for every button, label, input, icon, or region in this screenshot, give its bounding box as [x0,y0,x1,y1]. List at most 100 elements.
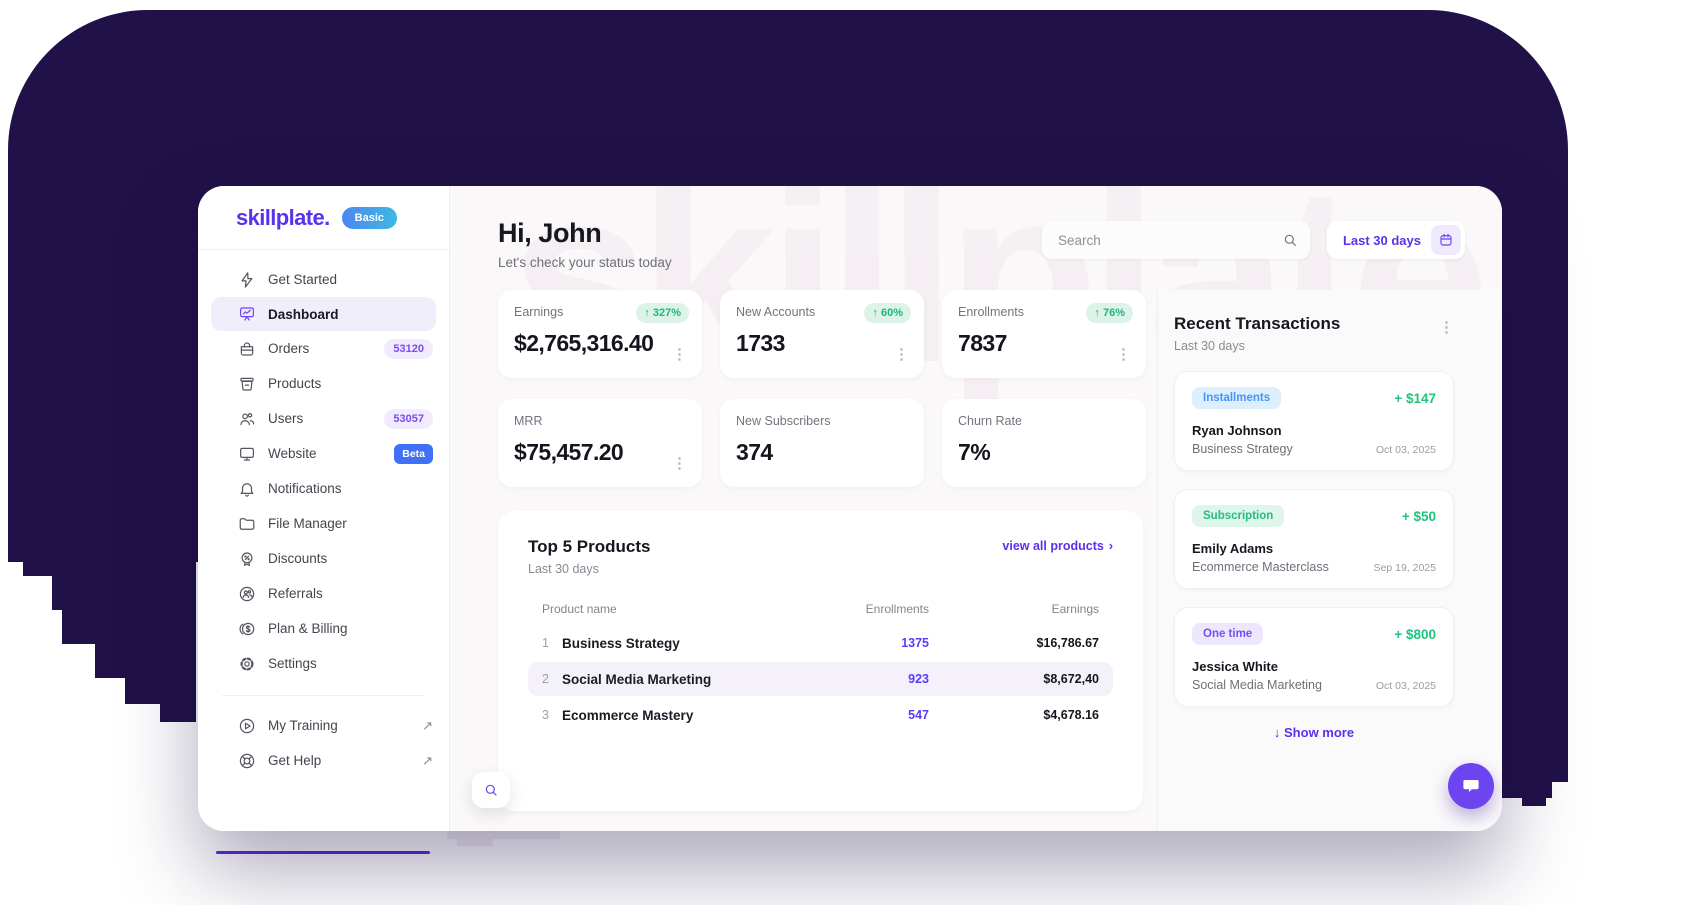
sidebar-item-get-started[interactable]: Get Started [198,262,449,297]
show-more-link[interactable]: ↓ Show more [1174,725,1454,740]
stat-card-new-subscribers: New Subscribers 374 [720,399,924,487]
sidebar-item-orders[interactable]: Orders 53120 [198,331,449,366]
product-earnings: $16,786.67 [1036,636,1099,650]
delta-badge: ↑ 76% [1086,303,1133,323]
product-enrollments: 547 [908,708,929,722]
bell-icon [240,482,254,497]
transaction-card[interactable]: Subscription + $50 Emily Adams Ecommerce… [1174,489,1454,589]
kebab-menu-icon[interactable]: ⋮ [1439,319,1454,336]
chat-bubble-icon [1463,780,1479,793]
sidebar-item-label: Get Started [268,272,338,287]
referrals-icon [239,586,255,601]
kebab-menu-icon[interactable]: ⋮ [672,346,687,363]
kebab-menu-icon[interactable]: ⋮ [672,455,687,472]
product-earnings: $8,672,40 [1043,672,1099,686]
transaction-card[interactable]: One time + $800 Jessica White Social Med… [1174,607,1454,707]
stat-label: Earnings [514,305,564,319]
top-products-header: Top 5 Products Last 30 days view all pro… [528,537,1113,576]
search-icon [485,784,497,796]
column-earnings: Earnings [1051,602,1099,616]
table-row[interactable]: 1 Business Strategy 1375 $16,786.67 [528,626,1113,660]
decorative-underline [216,851,430,854]
sidebar: skillplate. Basic Get Started Dashboard … [198,186,450,831]
dashboard-icon [240,307,254,321]
sidebar-footer-nav: My Training ↗ Get Help ↗ [198,708,449,778]
date-range-label: Last 30 days [1342,232,1421,248]
kebab-menu-icon[interactable]: ⋮ [1116,346,1131,363]
folder-icon [239,517,255,530]
transaction-amount: + $147 [1394,390,1436,406]
sidebar-item-settings[interactable]: Settings [198,646,449,681]
table-header: Product name Enrollments Earnings [528,602,1113,626]
transactions-subtitle: Last 30 days [1174,339,1245,353]
kebab-menu-icon[interactable]: ⋮ [894,346,909,363]
product-name: Business Strategy [562,635,680,651]
app-window: skillplate. Basic Get Started Dashboard … [198,186,1502,831]
sidebar-item-label: Referrals [268,586,323,601]
life-buoy-icon [239,753,255,768]
dashboard-body: Earnings ↑ 327% $2,765,316.40 ⋮ New Acco… [450,290,1502,831]
content-area: skillplate Hi, John Let's check your sta… [450,186,1502,831]
product-name: Social Media Marketing [562,671,712,687]
sidebar-item-products[interactable]: Products [198,366,449,401]
sidebar-item-dashboard[interactable]: Dashboard [211,297,436,331]
view-all-label: view all products [1002,539,1104,553]
transaction-card[interactable]: Installments + $147 Ryan Johnson Busines… [1174,371,1454,471]
chat-widget-button[interactable] [1448,763,1494,809]
sidebar-item-website[interactable]: Website Beta [198,436,449,471]
stat-label: New Subscribers [736,414,831,428]
monitor-icon [240,447,254,461]
row-rank: 2 [542,672,549,686]
chevron-right-icon: › [1108,539,1113,553]
orders-count-badge: 53120 [384,338,433,359]
search-icon[interactable] [1282,232,1298,248]
sidebar-item-plan-billing[interactable]: Plan & Billing [198,611,449,646]
sidebar-item-label: Users [268,411,304,426]
transactions-panel: Recent Transactions Last 30 days ⋮ Insta… [1157,290,1502,831]
play-circle-icon [239,718,255,733]
logo-row: skillplate. Basic [198,186,449,250]
transaction-amount: + $50 [1401,508,1436,524]
sidebar-item-file-manager[interactable]: File Manager [198,506,449,541]
external-link-icon: ↗ [422,752,433,768]
column-enrollments: Enrollments [865,602,929,616]
calendar-icon-tile[interactable] [1431,225,1461,255]
coins-icon [239,622,255,635]
orders-icon [240,341,254,356]
sidebar-item-notifications[interactable]: Notifications [198,471,449,506]
stat-label: MRR [514,414,543,428]
sidebar-item-label: Products [268,376,322,391]
sidebar-item-referrals[interactable]: Referrals [198,576,449,611]
sidebar-item-label: Notifications [268,481,342,496]
table-row[interactable]: 2 Social Media Marketing 923 $8,672,40 [528,662,1113,696]
stat-value: 7837 [958,330,1007,356]
sidebar-item-get-help[interactable]: Get Help ↗ [198,743,449,778]
brand-logo: skillplate. [236,204,330,230]
transaction-type-badge: Subscription [1192,505,1285,527]
sidebar-item-label: Plan & Billing [268,621,348,636]
delta-badge: ↑ 60% [864,303,911,323]
stat-card-earnings: Earnings ↑ 327% $2,765,316.40 ⋮ [498,290,702,378]
sidebar-item-label: Settings [268,656,317,671]
product-enrollments: 923 [908,672,929,686]
search-input[interactable] [1057,232,1282,248]
table-row[interactable]: 3 Ecommerce Mastery 547 $4,678.16 [528,698,1113,732]
column-product-name: Product name [542,602,617,616]
discount-badge-icon [241,551,253,566]
sidebar-item-label: Get Help [268,753,322,768]
sidebar-item-discounts[interactable]: Discounts [198,541,449,576]
view-all-products-link[interactable]: view all products › [1002,539,1113,553]
transactions-title-block: Recent Transactions Last 30 days [1174,314,1340,353]
website-beta-badge: Beta [394,443,433,464]
product-name: Ecommerce Mastery [562,707,694,723]
show-more-label: Show more [1284,725,1355,740]
floating-search-button[interactable] [472,772,510,808]
stat-card-churn-rate: Churn Rate 7% [942,399,1146,487]
top-products-title-block: Top 5 Products Last 30 days [528,537,650,576]
date-range-button[interactable]: Last 30 days [1326,221,1465,259]
sidebar-item-users[interactable]: Users 53057 [198,401,449,436]
transaction-date: Oct 03, 2025 [1375,444,1436,456]
stat-value: $75,457.20 [514,439,624,465]
sidebar-item-my-training[interactable]: My Training ↗ [198,708,449,743]
